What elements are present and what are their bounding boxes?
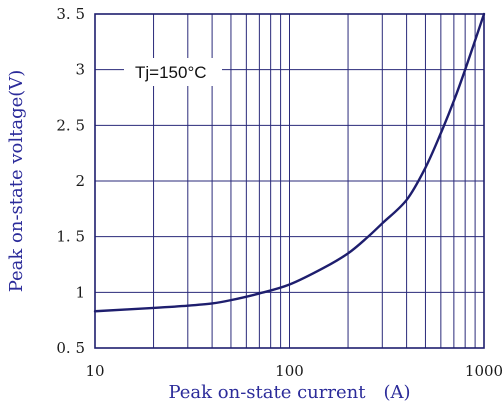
y-tick-label: 1 [75, 283, 85, 301]
x-tick-labels: 10 100 1000 [85, 362, 503, 380]
y-tick-label: 2 [75, 172, 85, 190]
y-tick-label: 0. 5 [56, 339, 85, 357]
grid [94, 13, 485, 349]
x-tick-label: 100 [275, 362, 304, 380]
y-tick-label: 3. 5 [56, 5, 85, 23]
y-tick-labels: 0. 5 1 1. 5 2 2. 5 3 3. 5 [56, 5, 85, 357]
y-axis-label: Peak on-state voltage(V) [6, 70, 27, 293]
x-tick-label: 1000 [465, 362, 503, 380]
x-axis-label: Peak on-state current (A) [168, 382, 410, 403]
y-tick-label: 1. 5 [56, 228, 85, 246]
plot-frame [94, 13, 485, 349]
annotation-background [124, 58, 222, 86]
y-tick-label: 3 [75, 61, 85, 79]
series-line [93, 12, 486, 313]
temperature-annotation: Tj=150°C [135, 63, 207, 82]
y-tick-label: 2. 5 [56, 116, 85, 134]
x-tick-label: 10 [85, 362, 104, 380]
